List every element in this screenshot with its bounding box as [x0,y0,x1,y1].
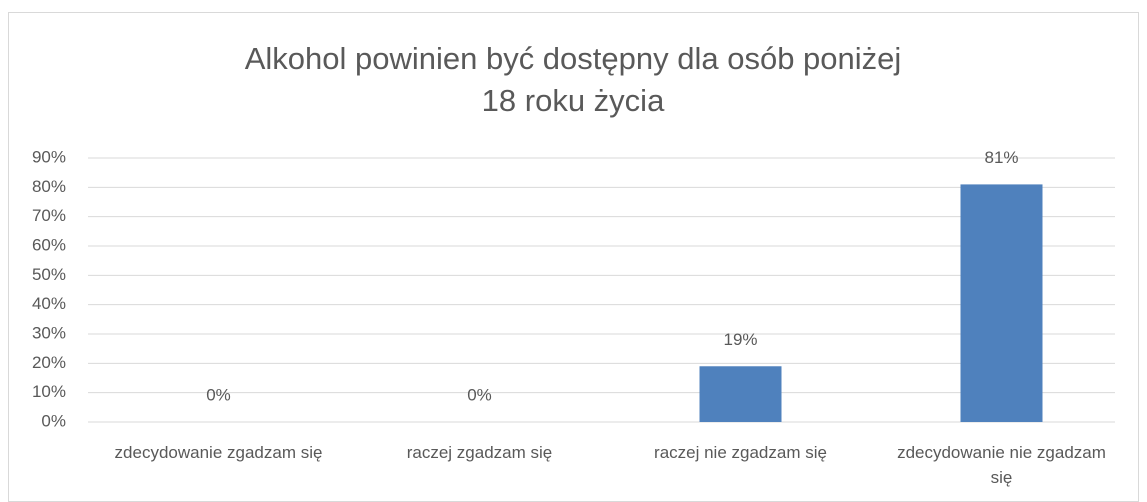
x-tick-label: raczej nie zgadzam się [654,443,827,462]
x-tick-label: zdecydowanie nie zgadzam się [897,443,1106,487]
y-tick-label: 10% [32,382,66,401]
bar [699,366,782,422]
data-label: 0% [467,385,492,404]
x-tick-label: zdecydowanie zgadzam się [114,443,323,462]
data-label: 81% [984,148,1018,167]
x-tick-label: raczej zgadzam się [406,443,553,462]
y-tick-label: 80% [32,177,66,196]
y-tick-label: 60% [32,235,66,254]
y-tick-label: 30% [32,323,66,342]
y-tick-label: 50% [32,265,66,284]
bar [960,184,1043,422]
y-tick-label: 90% [32,147,66,166]
y-tick-label: 20% [32,353,66,372]
chart-title: Alkohol powinien być dostępny dla osób p… [244,41,902,118]
y-tick-label: 70% [32,206,66,225]
y-tick-label: 0% [41,411,66,430]
data-label: 0% [206,385,231,404]
y-tick-label: 40% [32,294,66,313]
data-label: 19% [723,330,757,349]
